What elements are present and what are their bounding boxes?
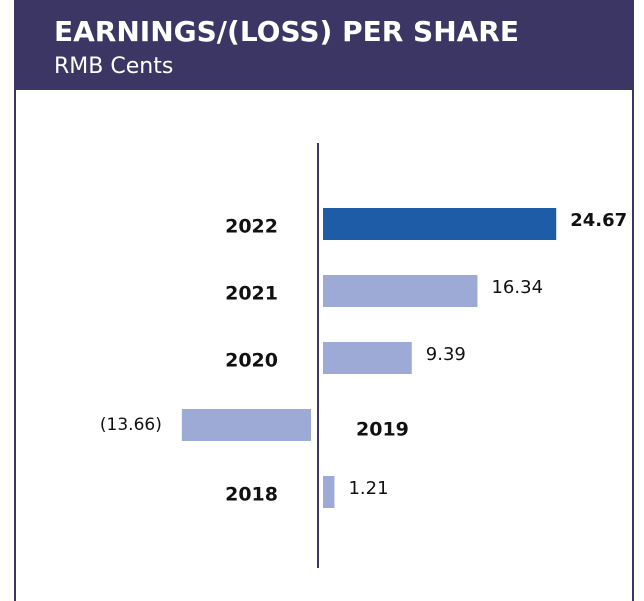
bar bbox=[181, 409, 311, 441]
header bbox=[14, 0, 634, 90]
chart-subtitle: RMB Cents bbox=[54, 54, 173, 79]
bar bbox=[323, 342, 412, 374]
category-label: 2022 bbox=[225, 216, 278, 238]
bar bbox=[323, 275, 478, 307]
category-label: 2020 bbox=[225, 350, 278, 372]
bar bbox=[323, 476, 335, 508]
value-label: 1.21 bbox=[348, 478, 388, 499]
chart-title: EARNINGS/(LOSS) PER SHARE bbox=[54, 15, 519, 48]
value-label: 24.67 bbox=[570, 210, 627, 231]
bar bbox=[323, 208, 557, 240]
value-label: 16.34 bbox=[491, 277, 543, 298]
category-label: 2021 bbox=[225, 283, 278, 305]
category-label: 2019 bbox=[356, 419, 409, 441]
category-label: 2018 bbox=[225, 484, 278, 506]
value-label: (13.66) bbox=[100, 415, 162, 435]
value-label: 9.39 bbox=[426, 344, 466, 365]
